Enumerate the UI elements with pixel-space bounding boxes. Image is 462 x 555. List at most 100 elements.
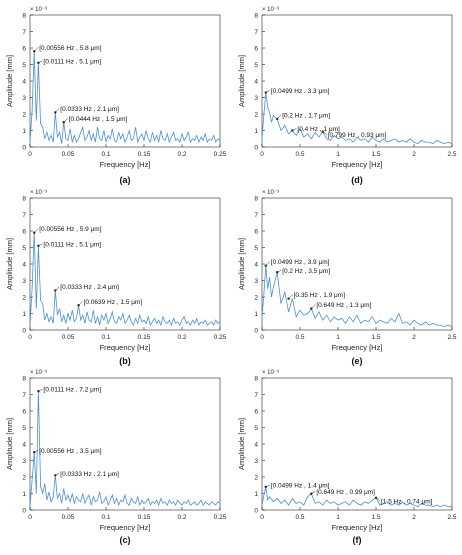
x-tick-label: 0.5	[295, 514, 304, 521]
y-tick-label: 2	[22, 475, 26, 482]
series-line	[29, 232, 221, 327]
annotation-label: [0.649 Hz , 1.3 μm]	[316, 302, 371, 309]
y-tick-label: 7	[22, 392, 26, 399]
y-tick-label: 5	[254, 62, 258, 69]
y-tick-label: 3	[22, 278, 26, 285]
annotation-leader	[311, 491, 316, 494]
annotation-label: [0.00556 Hz , 3.5 μm]	[39, 448, 101, 455]
y-tick-label: 6	[22, 46, 26, 53]
x-tick-label: 0	[28, 334, 32, 341]
y-tick-label: 8	[22, 196, 26, 203]
y-tick-label: 3	[254, 95, 258, 102]
y-tick-label: 4	[254, 262, 258, 269]
x-axis-label: Frequency [Hz]	[100, 343, 151, 352]
plot-frame	[261, 377, 453, 511]
x-tick-label: 2.5	[447, 334, 456, 341]
x-tick-label: 0	[260, 151, 264, 158]
series-line	[261, 486, 452, 508]
x-tick-label: 1	[336, 514, 340, 521]
annotation-point	[310, 492, 313, 495]
plot-frame	[261, 14, 453, 148]
x-tick-label: 1	[336, 334, 340, 341]
y-exponent-label: × 10⁻³	[30, 190, 47, 196]
x-tick-label: 0.2	[177, 151, 186, 158]
y-axis-label: Amplitude [mm]	[5, 418, 14, 470]
y-tick-label: 3	[254, 278, 258, 285]
annotation-label: [0.0111 Hz , 5.1 μm]	[43, 241, 101, 248]
annotation-leader	[375, 497, 381, 501]
x-tick-label: 0	[260, 514, 264, 521]
annotation-leader	[63, 118, 68, 123]
annotation-leader	[265, 484, 270, 488]
plot-frame	[29, 377, 221, 511]
plot-frame	[29, 14, 221, 148]
y-tick-label: 2	[254, 112, 258, 119]
annotation-label: [0.35 Hz , 1.9 μm]	[294, 292, 346, 299]
x-tick-label: 0	[28, 514, 32, 521]
annotation-label: [0.0639 Hz , 1.5 μm]	[84, 299, 143, 306]
y-axis-label: Amplitude [mm]	[5, 238, 14, 290]
y-tick-label: 8	[254, 13, 258, 20]
annotation-leader	[78, 301, 83, 306]
y-exponent-label: × 10⁻³	[262, 7, 279, 13]
annotation-label: [0.0444 Hz , 1.5 μm]	[69, 116, 128, 123]
chart-panel-c: 0 1 2 3 4 5 6 7 8 0 0.05 0.1 0.15 0.2 0.25 × 10⁻³ Freque…	[5, 370, 227, 545]
annotation-leader	[38, 60, 43, 64]
y-tick-label: 1	[254, 491, 258, 498]
y-tick-label: 2	[254, 475, 258, 482]
annotation-leader	[55, 108, 60, 113]
x-tick-label: 0.2	[177, 514, 186, 521]
y-tick-label: 7	[254, 212, 258, 219]
x-tick-label: 0.15	[138, 334, 151, 341]
x-axis-label: Frequency [Hz]	[100, 523, 151, 532]
x-tick-label: 0.15	[138, 151, 151, 158]
y-axis-label: Amplitude [mm]	[237, 238, 246, 290]
y-tick-label: 0	[22, 508, 26, 515]
y-tick-label: 0	[22, 328, 26, 335]
panel-caption: (e)	[352, 356, 363, 366]
annotation-leader	[265, 261, 270, 266]
x-tick-label: 0	[28, 151, 32, 158]
panel-caption: (b)	[119, 356, 131, 366]
x-tick-label: 0.05	[62, 514, 75, 521]
x-tick-label: 0.1	[101, 334, 110, 341]
x-tick-label: 1.5	[371, 334, 380, 341]
x-tick-label: 0.5	[295, 334, 304, 341]
y-tick-label: 5	[22, 245, 26, 252]
annotation-label: [0.0111 Hz , 5.1 μm]	[43, 58, 101, 65]
y-axis-label: Amplitude [mm]	[237, 55, 246, 107]
y-tick-label: 2	[22, 295, 26, 302]
y-tick-label: 7	[22, 29, 26, 36]
y-exponent-label: × 10⁻³	[30, 370, 47, 376]
annotation-label: [0.0111 Hz , 7.2 μm]	[43, 387, 101, 394]
y-tick-label: 7	[254, 392, 258, 399]
x-tick-label: 0.25	[214, 514, 227, 521]
annotation-leader	[311, 304, 316, 309]
y-tick-label: 2	[22, 112, 26, 119]
y-tick-label: 4	[22, 442, 26, 449]
annotation-label: [0.0499 Hz , 3.3 μm]	[271, 88, 330, 95]
x-tick-label: 2	[412, 334, 416, 341]
y-tick-label: 1	[22, 491, 26, 498]
y-tick-label: 3	[22, 458, 26, 465]
y-axis-label: Amplitude [mm]	[237, 418, 246, 470]
y-tick-label: 5	[254, 425, 258, 432]
series-line	[29, 391, 221, 507]
x-tick-label: 0.25	[214, 151, 227, 158]
y-tick-label: 4	[22, 79, 26, 86]
x-tick-label: 0.25	[214, 334, 227, 341]
annotation-label: [0.0333 Hz , 2.1 μm]	[60, 471, 119, 478]
annotation-label: [0.0333 Hz , 2.4 μm]	[60, 284, 119, 291]
series-line	[261, 92, 453, 145]
annotation-leader	[55, 473, 60, 476]
annotation-leader	[34, 47, 39, 52]
panel-caption: (a)	[120, 175, 131, 185]
chart-panel-d: 0 1 2 3 4 5 6 7 8 0 0.5 1 1.5 2 2.5 × 10⁻³ Frequency [Hz…	[237, 7, 457, 185]
y-tick-label: 5	[22, 425, 26, 432]
panel-caption: (d)	[351, 175, 363, 185]
annotation-leader	[38, 243, 43, 247]
annotation-point	[264, 485, 267, 489]
plot-frame	[261, 197, 453, 331]
y-tick-label: 8	[254, 196, 258, 203]
